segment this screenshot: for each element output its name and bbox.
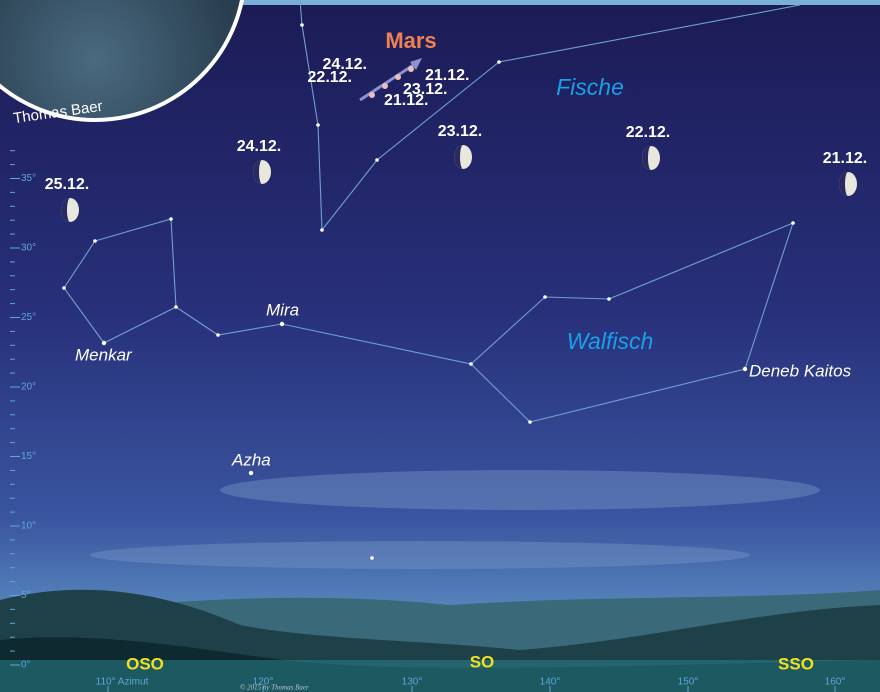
moon-date: 24.12. [237,138,281,155]
mars-date: 22.12. [308,69,352,86]
star [543,295,547,299]
azimuth-label: 160° [825,677,846,688]
star [174,305,178,309]
star [469,362,473,366]
star-label: Menkar [75,345,133,364]
azimuth-label: 120° [253,677,274,688]
mars-position [382,83,388,89]
star [62,286,66,290]
moon-date: 25.12. [45,176,89,193]
azimuth-label: 150° [678,677,699,688]
star-label: Azha [231,450,271,469]
sky-chart: Thomas Baer Mars © 2015 by Thomas Baer M… [0,0,880,692]
star-label: Mira [266,300,299,319]
star [216,333,220,337]
altitude-label: 35° [21,173,36,184]
star [370,556,374,560]
direction: SSO [778,654,814,673]
star [743,367,747,371]
moon-date: 23.12. [438,123,482,140]
planet-name: Mars [385,28,436,53]
star [497,60,501,64]
star [791,221,795,225]
star [316,123,320,127]
page: {"credit": "Thomas Baer", "copyright": "… [0,0,880,692]
constellation-label: Fische [556,74,624,100]
altitude-label: 0° [21,660,31,671]
constellation-label: Walfisch [567,328,654,354]
star [375,158,379,162]
mars-date: 21.12. [384,92,428,109]
star [249,471,253,475]
star-label: Deneb Kaitos [749,361,852,380]
altitude-label: 20° [21,382,36,393]
star [300,23,304,27]
star [528,420,532,424]
star [93,239,97,243]
altitude-label: 25° [21,312,36,323]
copyright: © 2015 by Thomas Baer [240,684,309,692]
cloud [90,541,750,569]
mars-position [408,66,414,72]
cloud [220,470,820,510]
moon-date: 21.12. [823,150,867,167]
altitude-label: 15° [21,451,36,462]
star [320,228,324,232]
altitude-label: 30° [21,243,36,254]
direction: OSO [126,654,164,673]
top-border [240,0,880,5]
star [169,217,173,221]
star [607,297,611,301]
mars-position [369,92,375,98]
star [280,322,284,326]
mars-position [395,74,401,80]
altitude-label: 5° [21,590,31,601]
moon-date: 22.12. [626,124,670,141]
azimuth-label: 110° Azimut [96,677,149,688]
altitude-label: 10° [21,521,36,532]
azimuth-label: 140° [540,677,561,688]
direction: SO [470,652,495,671]
azimuth-label: 130° [402,677,423,688]
